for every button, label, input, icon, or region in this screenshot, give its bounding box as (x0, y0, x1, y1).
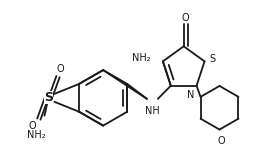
Text: S: S (210, 54, 215, 64)
Text: O: O (29, 121, 36, 131)
Text: NH: NH (145, 106, 159, 116)
Text: S: S (44, 91, 53, 104)
Text: O: O (56, 64, 64, 74)
Text: NH₂: NH₂ (27, 130, 46, 140)
Text: O: O (182, 13, 190, 23)
Text: N: N (187, 90, 195, 100)
Text: O: O (218, 136, 225, 146)
Text: NH₂: NH₂ (132, 53, 151, 63)
